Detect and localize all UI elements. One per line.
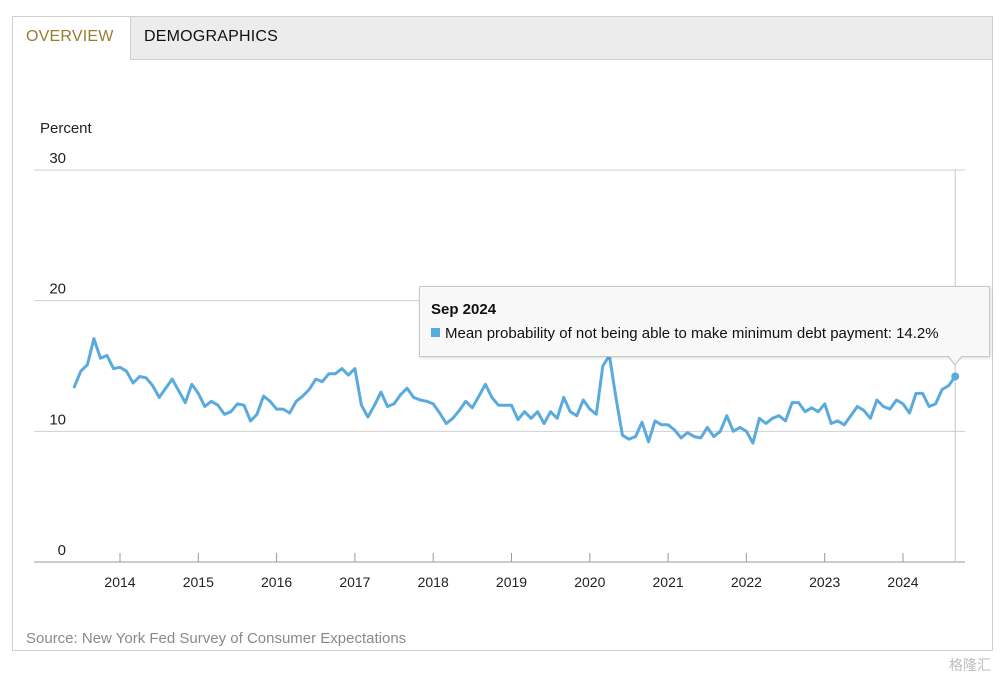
x-tick-label: 2024 bbox=[887, 574, 918, 590]
x-tick-label: 2015 bbox=[183, 574, 214, 590]
y-tick-label: 10 bbox=[49, 411, 66, 428]
tab-demographics[interactable]: DEMOGRAPHICS bbox=[144, 28, 278, 45]
y-tick-label: 30 bbox=[49, 150, 66, 167]
tab-overview[interactable]: OVERVIEW bbox=[13, 17, 131, 60]
hover-point[interactable] bbox=[951, 372, 960, 381]
tooltip-value-row: Mean probability of not being able to ma… bbox=[431, 325, 939, 342]
tooltip-pointer-inner bbox=[948, 355, 962, 364]
y-axis-ticks: 0 10 20 30 bbox=[49, 150, 66, 559]
y-tick-label: 0 bbox=[58, 542, 66, 559]
x-tick-label: 2021 bbox=[653, 574, 684, 590]
x-tick-label: 2022 bbox=[731, 574, 762, 590]
watermark-logo: 格隆汇 bbox=[949, 657, 991, 673]
tooltip: Sep 2024 Mean probability of not being a… bbox=[419, 286, 990, 357]
gridlines bbox=[34, 169, 965, 563]
tooltip-date: Sep 2024 bbox=[431, 301, 497, 318]
tooltip-value: Mean probability of not being able to ma… bbox=[445, 325, 939, 342]
legend-swatch-icon bbox=[431, 328, 440, 337]
y-axis-label: Percent bbox=[40, 120, 93, 137]
x-tick-label: 2016 bbox=[261, 574, 292, 590]
y-tick-label: 20 bbox=[49, 281, 66, 298]
x-tick-label: 2014 bbox=[104, 574, 135, 590]
x-tick-label: 2018 bbox=[418, 574, 449, 590]
series-line[interactable] bbox=[72, 337, 957, 445]
x-axis-ticks: 2014 2015 2016 2017 2018 2019 2020 2021 2022 2023… bbox=[104, 553, 919, 590]
x-tick-label: 2017 bbox=[339, 574, 370, 590]
x-tick-label: 2020 bbox=[574, 574, 605, 590]
x-tick-label: 2019 bbox=[496, 574, 527, 590]
source-note: Source: New York Fed Survey of Consumer … bbox=[26, 630, 407, 647]
tab-bar: OVERVIEW DEMOGRAPHICS bbox=[13, 17, 992, 60]
x-tick-label: 2023 bbox=[809, 574, 840, 590]
